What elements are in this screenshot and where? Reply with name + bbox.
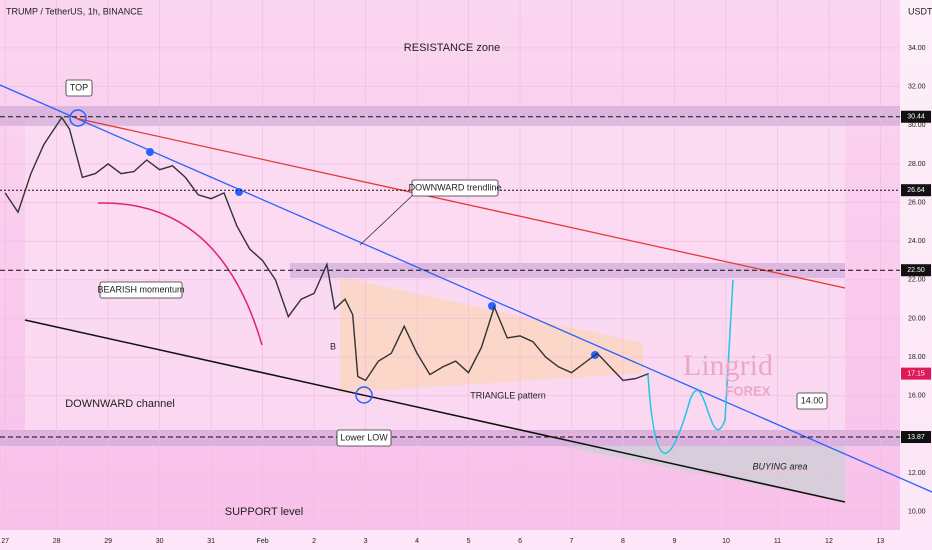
x-tick-label: 7 — [570, 538, 574, 545]
price-line — [4, 116, 649, 382]
x-tick-label: 29 — [104, 538, 112, 545]
y-tick-label: 32.00 — [908, 83, 926, 90]
level-tag — [901, 431, 931, 444]
currency: USDT — [908, 6, 932, 16]
y-tick-label: 34.00 — [908, 45, 926, 52]
y-tick-label: 18.00 — [908, 354, 926, 361]
label-support: SUPPORT level — [225, 506, 303, 518]
mid-band — [290, 263, 845, 278]
label-buying: BUYING area — [752, 461, 807, 471]
label-momentum: BEARISH momentum — [97, 284, 184, 294]
callout-line — [359, 192, 416, 246]
y-tick-label: 26.00 — [908, 199, 926, 206]
y-tick-label: 28.00 — [908, 161, 926, 168]
support-band — [0, 430, 900, 446]
resistance-band — [0, 106, 900, 126]
x-tick-label: 6 — [518, 538, 522, 545]
symbol-title: TRUMP / TetherUS, 1h, BINANCE — [6, 6, 143, 16]
x-tick-label: 11 — [774, 538, 781, 545]
top-marker — [69, 109, 87, 127]
x-tick-label: 8 — [621, 538, 625, 545]
x-tick-label: 30 — [156, 538, 164, 545]
x-tick-label: 9 — [673, 538, 677, 545]
label-triangle: TRIANGLE pattern — [470, 390, 546, 400]
level-label: 26.64 — [907, 187, 925, 194]
red-trendline — [74, 117, 846, 289]
x-tick-label: 2 — [312, 538, 316, 545]
x-tick-label: Feb — [257, 538, 269, 545]
y-tick-label: 16.00 — [908, 393, 926, 400]
label-box — [65, 79, 93, 97]
time-axis-bg — [0, 530, 900, 550]
level-tag — [901, 264, 931, 277]
y-tick-label: 20.00 — [908, 315, 926, 322]
label-top: TOP — [70, 82, 88, 92]
label-box — [411, 179, 499, 197]
projection-path — [647, 279, 734, 454]
level-label: 30.44 — [907, 114, 925, 121]
y-tick-label: 12.00 — [908, 470, 926, 477]
buying-area — [560, 446, 845, 502]
brand-sub: FOREX — [726, 383, 771, 398]
y-tick-label: 24.00 — [908, 238, 926, 245]
label-resistance: RESISTANCE zone — [404, 42, 500, 54]
x-tick-label: 3 — [364, 538, 368, 545]
label-target: 14.00 — [801, 395, 824, 405]
label-box — [796, 392, 828, 410]
y-tick-label: 30.00 — [908, 122, 926, 129]
last-price-label: 17.15 — [907, 370, 925, 377]
level-label: 22.50 — [907, 267, 925, 274]
label-lower-low: Lower LOW — [340, 432, 388, 442]
x-tick-label: 5 — [467, 538, 471, 545]
touch-point — [146, 148, 154, 156]
level-label: 13.87 — [907, 434, 925, 441]
label-box — [336, 429, 392, 447]
level-tag — [901, 184, 931, 197]
x-tick-label: 31 — [207, 538, 215, 545]
level-tag — [901, 110, 931, 123]
x-tick-label: 4 — [415, 538, 419, 545]
label-channel: DOWNWARD channel — [65, 398, 175, 410]
x-tick-label: 28 — [53, 538, 61, 545]
channel-line — [24, 319, 846, 503]
y-tick-label: 22.00 — [908, 277, 926, 284]
low-marker — [355, 386, 373, 404]
y-tick-label: 10.00 — [908, 509, 926, 516]
label-b: B — [330, 341, 336, 351]
blue-trendline — [0, 84, 932, 493]
label-box — [99, 281, 183, 299]
x-tick-label: 13 — [877, 538, 885, 545]
x-tick-label: 10 — [722, 538, 730, 545]
label-trendline: DOWNWARD trendline — [409, 182, 502, 192]
momentum-arc — [97, 202, 263, 346]
last-price-tag — [901, 367, 931, 380]
x-tick-label: 27 — [1, 538, 9, 545]
triangle-area — [340, 277, 643, 393]
x-tick-label: 12 — [825, 538, 833, 545]
brand: Lingrid — [683, 349, 773, 382]
touch-point — [235, 188, 243, 196]
